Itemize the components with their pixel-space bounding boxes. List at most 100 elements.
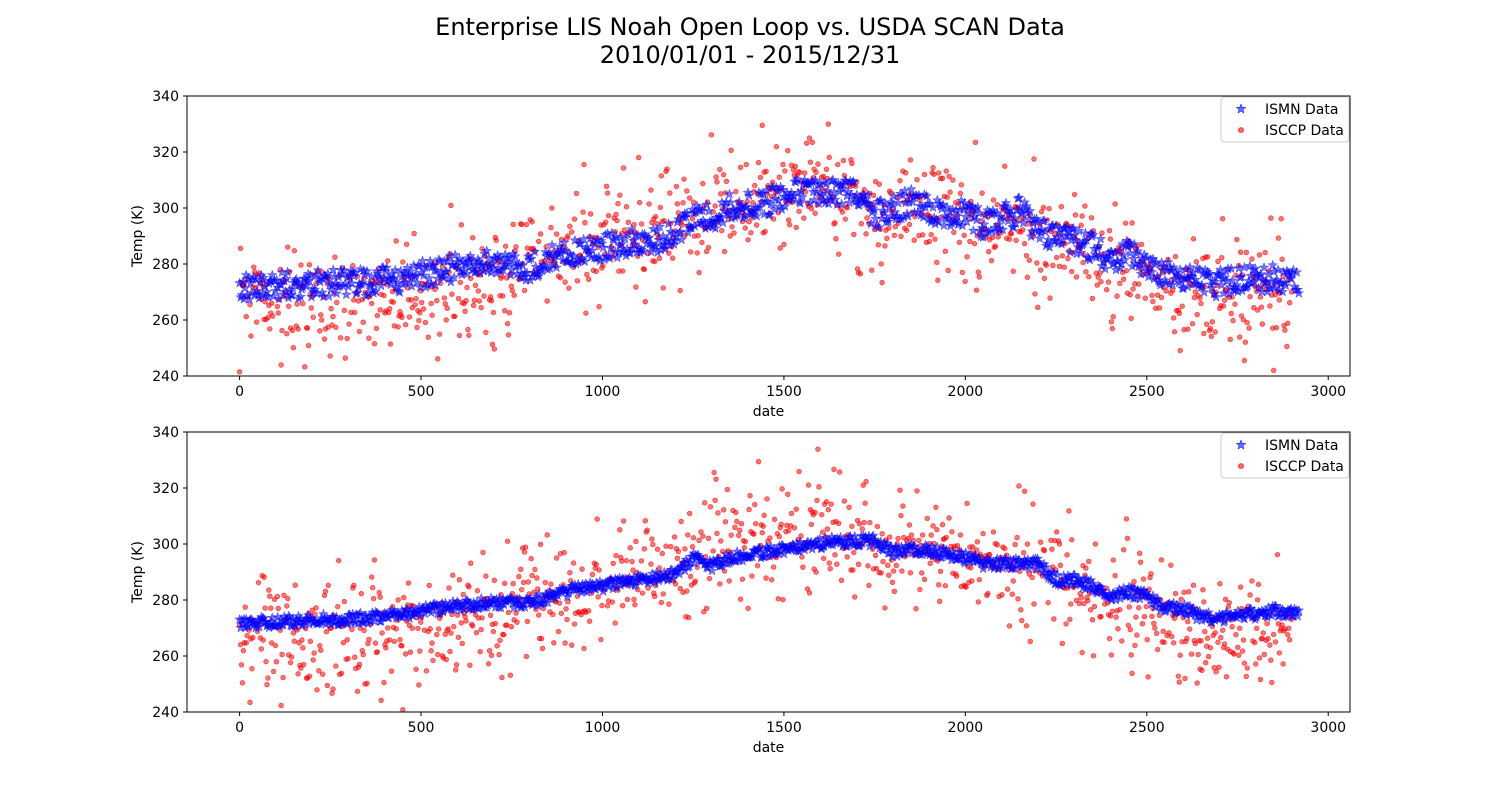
isccp-point	[919, 232, 926, 238]
isccp-point	[291, 638, 298, 644]
isccp-point	[763, 168, 769, 175]
isccp-point	[907, 157, 914, 163]
isccp-point	[1043, 262, 1049, 268]
isccp-point	[1049, 546, 1055, 552]
isccp-point	[780, 596, 786, 603]
isccp-point	[1110, 313, 1116, 320]
isccp-point	[400, 259, 406, 265]
isccp-point	[407, 649, 414, 655]
isccp-point	[1185, 326, 1191, 332]
isccp-point	[678, 518, 684, 525]
isccp-point	[1057, 562, 1064, 569]
isccp-point	[1090, 653, 1097, 659]
isccp-point	[1154, 646, 1161, 653]
ismn-point	[1182, 281, 1194, 292]
isccp-point	[926, 238, 932, 245]
isccp-point	[507, 672, 514, 678]
ismn-point	[811, 185, 823, 197]
isccp-point	[1194, 311, 1200, 318]
isccp-point	[694, 250, 700, 256]
isccp-point	[553, 231, 560, 237]
isccp-point	[674, 555, 681, 561]
isccp-point	[344, 637, 350, 643]
isccp-point	[722, 519, 729, 525]
isccp-point	[327, 353, 333, 359]
isccp-point	[1128, 652, 1134, 658]
isccp-point	[316, 668, 322, 674]
isccp-point	[680, 200, 686, 206]
isccp-point	[1188, 651, 1195, 657]
isccp-point	[726, 578, 732, 584]
isccp-point	[1138, 241, 1145, 248]
isccp-point	[815, 161, 821, 167]
isccp-point	[306, 262, 313, 268]
isccp-point	[1030, 501, 1036, 507]
isccp-point	[1203, 321, 1210, 327]
isccp-point	[488, 652, 495, 659]
ismn-point	[1215, 264, 1226, 275]
isccp-point	[265, 314, 271, 321]
isccp-point	[796, 208, 802, 215]
isccp-point	[1012, 541, 1018, 548]
isccp-point	[598, 636, 604, 643]
isccp-point	[574, 278, 581, 284]
isccp-point	[1217, 581, 1223, 587]
isccp-point	[669, 255, 676, 261]
ismn-point	[1198, 286, 1210, 297]
isccp-point	[642, 518, 649, 524]
isccp-point	[300, 645, 306, 651]
isccp-point	[885, 562, 891, 569]
x-tick-label: 1000	[585, 720, 621, 736]
isccp-point	[298, 665, 304, 671]
isccp-point	[962, 278, 968, 285]
isccp-point	[265, 675, 271, 681]
isccp-point	[1109, 325, 1116, 332]
isccp-point	[300, 300, 306, 307]
isccp-point	[304, 325, 311, 331]
isccp-point	[584, 271, 590, 278]
isccp-point	[1179, 303, 1185, 309]
ismn-point	[645, 245, 657, 257]
isccp-point	[1236, 652, 1242, 658]
isccp-point	[1182, 675, 1188, 682]
isccp-point	[1131, 578, 1137, 585]
isccp-point	[370, 595, 377, 602]
isccp-point	[474, 588, 481, 594]
ismn-point	[616, 238, 628, 249]
ismn-point	[1143, 271, 1155, 282]
isccp-point	[866, 582, 872, 589]
isccp-point	[727, 233, 733, 239]
isccp-point	[268, 605, 274, 611]
isccp-point	[791, 525, 798, 531]
isccp-point	[1098, 613, 1104, 620]
isccp-point	[992, 243, 999, 249]
isccp-point	[1158, 557, 1165, 563]
isccp-point	[525, 579, 532, 585]
isccp-point	[1241, 660, 1248, 666]
isccp-point	[858, 220, 865, 227]
ismn-point	[1044, 241, 1055, 252]
isccp-point	[418, 619, 424, 625]
isccp-point	[851, 549, 857, 556]
isccp-point	[1067, 616, 1073, 623]
isccp-point	[475, 288, 482, 294]
ismn-point	[791, 173, 803, 185]
isccp-point	[927, 560, 933, 566]
isccp-point	[852, 594, 858, 600]
isccp-point	[880, 558, 886, 565]
isccp-point	[356, 661, 363, 668]
isccp-point	[244, 633, 250, 639]
isccp-point	[309, 607, 315, 613]
isccp-point	[285, 244, 291, 250]
isccp-point	[553, 555, 560, 561]
ismn-point	[1129, 238, 1140, 249]
isccp-point	[1202, 628, 1208, 635]
ismn-series	[234, 529, 1305, 633]
isccp-point	[539, 645, 546, 652]
ismn-point	[254, 276, 266, 287]
isccp-point	[710, 548, 716, 554]
isccp-point	[1037, 267, 1044, 273]
isccp-point	[408, 297, 415, 303]
isccp-point	[1008, 230, 1015, 237]
isccp-point	[786, 222, 793, 228]
